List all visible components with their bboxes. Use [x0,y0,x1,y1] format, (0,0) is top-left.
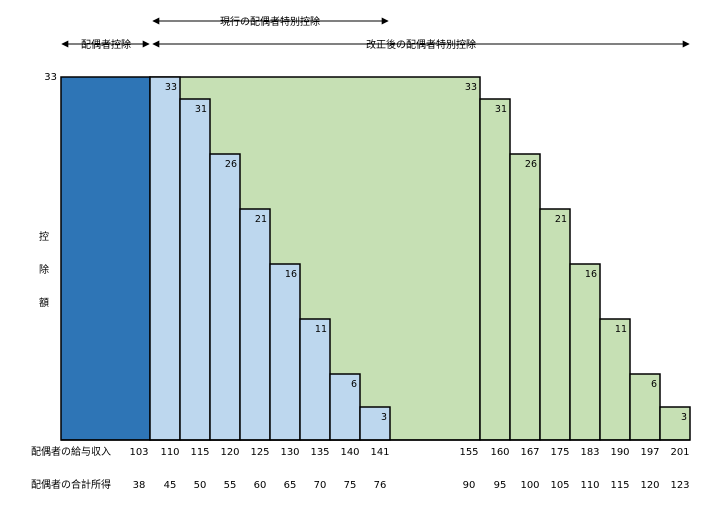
y-max-label: 33 [44,72,57,83]
revised-step-value: 11 [615,324,627,335]
current-step-bar [179,98,211,441]
revised-step-bar [539,208,571,441]
current-step-value: 26 [225,159,237,170]
salary-tick-label: 160 [490,447,509,458]
salary-tick-label: 135 [310,447,329,458]
salary-tick-label: 183 [580,447,599,458]
y-title-char-1: 控 [39,230,49,243]
current-step-value: 3 [381,412,387,423]
current-step-bar [299,318,331,441]
current-step-bar [239,208,271,441]
income-tick-label: 45 [164,480,177,491]
salary-tick-label: 130 [280,447,299,458]
current-step-value: 6 [351,379,357,390]
income-tick-label: 76 [374,480,387,491]
income-tick-label: 55 [224,480,237,491]
revised-step-bar [569,263,601,441]
income-tick-label: 105 [550,480,569,491]
revised-step-value: 16 [585,269,597,280]
y-title-char-3: 額 [39,296,49,309]
salary-tick-label: 190 [610,447,629,458]
salary-tick-label: 167 [520,447,539,458]
salary-tick-label: 155 [459,447,478,458]
revised-step-bar [509,153,541,441]
income-tick-label: 75 [344,480,357,491]
revised-step-value: 26 [525,159,537,170]
current-step-bar [329,373,361,441]
current-step-bar [209,153,241,441]
salary-row-title: 配偶者の給与収入 [31,445,111,458]
spouse-deduction-label: 配偶者控除 [81,38,131,51]
current-step-bar [149,76,181,441]
salary-tick-label: 103 [129,447,148,458]
income-row-title: 配偶者の合計所得 [31,478,111,491]
income-tick-label: 38 [133,480,146,491]
salary-tick-label: 125 [250,447,269,458]
revised-step-value: 31 [495,104,507,115]
current-step-bar [359,406,391,441]
income-tick-label: 120 [640,480,659,491]
salary-tick-label: 141 [370,447,389,458]
revised-special-label: 改正後の配偶者特別控除 [366,38,476,51]
income-tick-label: 65 [284,480,297,491]
salary-tick-label: 120 [220,447,239,458]
revised-step-bar [479,98,511,441]
income-tick-label: 50 [194,480,207,491]
revised-step-value: 21 [555,214,567,225]
income-tick-label: 100 [520,480,539,491]
salary-tick-label: 197 [640,447,659,458]
salary-tick-label: 115 [190,447,209,458]
revised-step-value: 3 [681,412,687,423]
revised-step-value: 6 [651,379,657,390]
spouse-deduction-bar [60,76,151,441]
salary-tick-label: 140 [340,447,359,458]
current-step-value: 21 [255,214,267,225]
income-tick-label: 70 [314,480,327,491]
current-step-value: 33 [165,82,177,93]
revised-flat-value: 33 [465,82,477,93]
income-tick-label: 123 [670,480,689,491]
current-step-bar [269,263,301,441]
chart-marks: 3331262116116333312621161163103381104511… [60,76,691,491]
income-tick-label: 95 [494,480,507,491]
revised-step-bar [599,318,631,441]
salary-tick-label: 175 [550,447,569,458]
current-step-value: 16 [285,269,297,280]
income-tick-label: 115 [610,480,629,491]
current-step-value: 31 [195,104,207,115]
y-title-char-2: 除 [39,263,49,276]
income-tick-label: 110 [580,480,599,491]
current-special-label: 現行の配偶者特別控除 [220,15,320,28]
income-tick-label: 60 [254,480,267,491]
current-step-value: 11 [315,324,327,335]
salary-tick-label: 201 [670,447,689,458]
income-tick-label: 90 [463,480,476,491]
salary-tick-label: 110 [160,447,179,458]
